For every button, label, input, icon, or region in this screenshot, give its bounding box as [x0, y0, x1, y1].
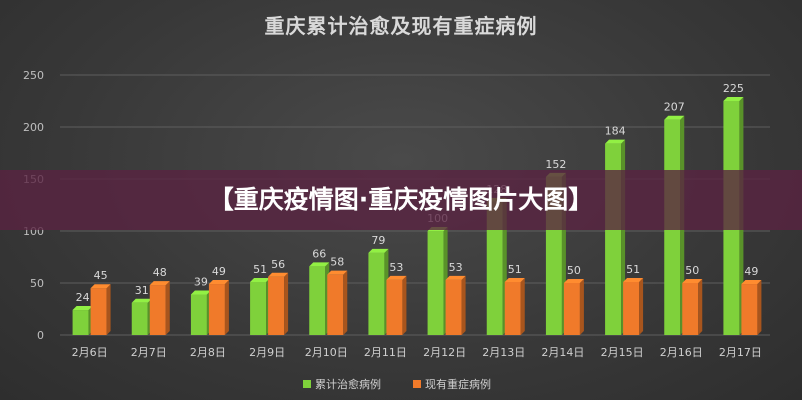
data-label: 51 [626, 263, 640, 276]
x-tick-label: 2月17日 [719, 346, 762, 359]
y-tick-label: 50 [30, 277, 44, 290]
data-label: 184 [605, 125, 626, 138]
data-label: 50 [567, 264, 581, 277]
bar-cured [427, 227, 448, 335]
x-axis-ticks: 2月6日 2月7日 2月8日 2月9日 2月10日 2月11日 2月12日 2月13日 2月14… [72, 346, 762, 359]
legend: 累计治愈病例 现有重症病例 [303, 377, 491, 391]
data-label: 49 [212, 265, 226, 278]
data-label: 39 [194, 275, 208, 288]
data-label: 66 [312, 247, 326, 260]
bar-severe [682, 279, 703, 335]
x-tick-label: 2月13日 [482, 346, 525, 359]
data-label: 53 [389, 261, 403, 274]
data-label: 79 [371, 234, 385, 247]
legend-item: 现有重症病例 [413, 377, 491, 391]
bar-cured [190, 290, 211, 335]
legend-swatch [303, 380, 311, 388]
bar-severe [504, 277, 525, 335]
bar-severe [268, 272, 289, 335]
bar-severe [445, 275, 466, 335]
y-tick-label: 0 [37, 329, 44, 342]
x-tick-label: 2月6日 [72, 346, 108, 359]
bar-severe [327, 270, 348, 335]
data-label: 24 [76, 291, 90, 304]
bar-severe [386, 275, 407, 335]
legend-label: 累计治愈病例 [315, 377, 381, 391]
y-tick-label: 200 [23, 121, 44, 134]
bar-severe [208, 280, 229, 335]
y-tick-label: 250 [23, 69, 44, 82]
data-label: 207 [664, 101, 685, 114]
x-tick-label: 2月11日 [364, 346, 407, 359]
data-label: 50 [685, 264, 699, 277]
data-label: 49 [744, 265, 758, 278]
banner-text: 【重庆疫情图·重庆疫情图片大图】 [208, 185, 594, 214]
legend-swatch [413, 380, 421, 388]
chart-title: 重庆累计治愈及现有重症病例 [264, 14, 538, 38]
data-label: 225 [723, 82, 744, 95]
x-tick-label: 2月10日 [305, 346, 348, 359]
legend-label: 现有重症病例 [425, 377, 491, 391]
bar-cured [72, 306, 93, 335]
watermark-banner: 【重庆疫情图·重庆疫情图片大图】 [0, 170, 802, 230]
data-label: 58 [330, 256, 344, 269]
x-tick-label: 2月12日 [423, 346, 466, 359]
data-label: 51 [508, 263, 522, 276]
data-label: 45 [94, 269, 108, 282]
x-tick-label: 2月14日 [541, 346, 584, 359]
bar-severe [623, 277, 644, 335]
bar-severe [149, 281, 170, 335]
data-label: 152 [545, 158, 566, 171]
data-label: 48 [153, 266, 167, 279]
bar-cured [309, 262, 330, 335]
x-tick-label: 2月8日 [190, 346, 226, 359]
bar-severe [90, 284, 111, 335]
bar-cured [605, 139, 626, 335]
x-tick-label: 2月15日 [601, 346, 644, 359]
data-label: 51 [253, 263, 267, 276]
bar-cured [368, 248, 389, 335]
data-label: 56 [271, 258, 285, 271]
data-label: 53 [449, 261, 463, 274]
data-label: 31 [135, 284, 149, 297]
bar-severe [741, 280, 762, 335]
bar-severe [563, 279, 584, 335]
bar-cured [131, 298, 152, 335]
legend-item: 累计治愈病例 [303, 377, 381, 391]
x-tick-label: 2月7日 [131, 346, 167, 359]
x-tick-label: 2月16日 [660, 346, 703, 359]
x-tick-label: 2月9日 [249, 346, 285, 359]
bar-cured [250, 277, 271, 335]
